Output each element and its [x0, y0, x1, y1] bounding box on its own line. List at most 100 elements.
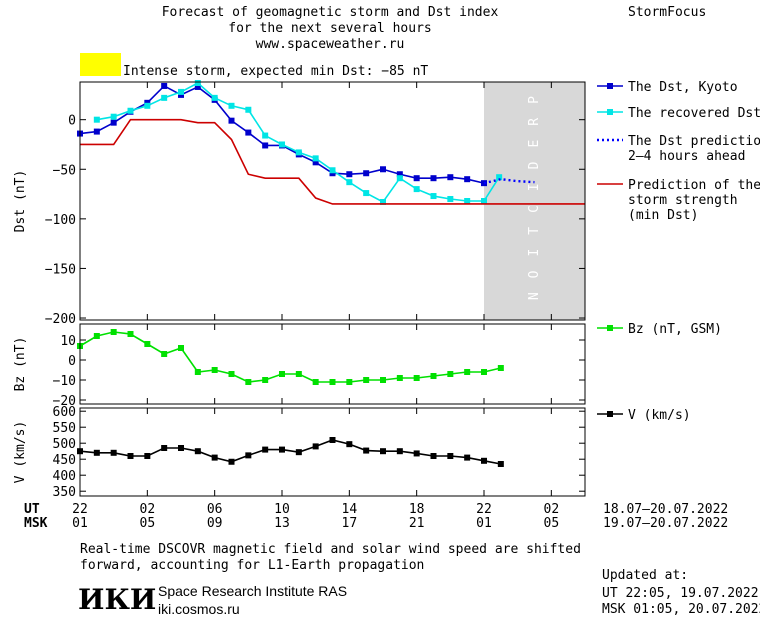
data-point [295, 149, 302, 156]
data-point [262, 377, 269, 383]
data-point [144, 102, 151, 109]
y-tick-label: −100 [45, 213, 76, 228]
data-point [346, 441, 353, 448]
data-point [93, 449, 100, 456]
data-point [93, 333, 100, 339]
series-line [483, 177, 535, 185]
y-tick-label: 500 [53, 437, 76, 452]
legend-marker [607, 325, 613, 331]
y-axis-label: Bz (nT) [13, 337, 28, 392]
data-point [312, 159, 319, 166]
data-point [245, 452, 252, 459]
msk-axis-label: MSK [24, 516, 48, 531]
data-point [430, 193, 437, 200]
ut-date-range: 18.07–20.07.2022 [603, 502, 728, 517]
y-tick-label: 10 [60, 334, 76, 349]
data-point [497, 365, 504, 371]
data-point [211, 367, 218, 373]
data-point [363, 190, 370, 197]
data-point [178, 88, 184, 95]
data-point [144, 341, 151, 347]
data-point [127, 331, 134, 337]
data-point [464, 369, 471, 375]
data-point [110, 119, 117, 126]
ut-tick-label: 14 [342, 502, 358, 517]
legend-label: The recovered Dst [628, 106, 760, 121]
data-point [161, 94, 168, 101]
data-point [312, 155, 319, 162]
y-tick-label: −20 [53, 394, 76, 409]
prediction-letter: I [527, 249, 542, 257]
y-tick-label: 0 [68, 114, 76, 129]
prediction-letter: I [527, 183, 542, 191]
y-axis-label: V (km/s) [13, 421, 28, 484]
updated-label: Updated at: [602, 568, 689, 583]
y-tick-label: 550 [53, 421, 76, 436]
data-point [211, 94, 218, 101]
data-point [413, 186, 420, 193]
iki-logo: ИКИ [78, 583, 157, 616]
ut-tick-label: 10 [274, 502, 290, 517]
y-tick-label: 450 [53, 453, 76, 468]
data-point [178, 445, 184, 451]
data-point [262, 132, 269, 139]
msk-tick-label: 09 [207, 516, 223, 531]
data-point [396, 448, 403, 455]
data-point [194, 369, 201, 375]
data-point [380, 166, 386, 173]
y-axis-label: Dst (nT) [13, 170, 28, 233]
data-point [447, 371, 454, 377]
data-point [481, 198, 487, 204]
data-point [245, 379, 252, 385]
y-tick-label: 400 [53, 469, 76, 484]
institute-site[interactable]: iki.cosmos.ru [158, 601, 240, 617]
ut-axis-label: UT [24, 502, 40, 517]
prediction-band [484, 82, 585, 320]
storm-level-swatch [80, 53, 121, 76]
data-point [295, 449, 302, 456]
data-point [413, 375, 420, 381]
data-point [228, 371, 235, 377]
ut-tick-label: 22 [476, 502, 492, 517]
legend-label: V (km/s) [628, 408, 691, 423]
legend-marker [607, 109, 613, 115]
y-tick-label: 350 [53, 485, 76, 500]
y-tick-label: 600 [53, 405, 76, 420]
legend-label: Bz (nT, GSM) [628, 322, 722, 337]
data-point [194, 83, 201, 90]
brand-label: StormFocus [628, 5, 707, 20]
legend-label: The Dst prediction [628, 134, 760, 149]
site-url[interactable]: www.spaceweather.ru [255, 37, 405, 52]
data-point [430, 453, 437, 459]
data-point [161, 351, 168, 357]
panel-frame [79, 407, 586, 497]
data-point [93, 116, 100, 123]
series-line [80, 118, 585, 205]
data-point [312, 379, 319, 385]
data-point [161, 445, 168, 451]
prediction-letter: P [527, 96, 542, 104]
data-point [497, 461, 504, 467]
data-point [363, 447, 370, 454]
data-point [295, 371, 302, 377]
footnote-line2: forward, accounting for L1-Earth propaga… [80, 558, 425, 573]
prediction-letter: N [527, 292, 542, 300]
ut-tick-label: 22 [72, 502, 88, 517]
data-point [178, 345, 184, 351]
data-point [380, 448, 386, 455]
data-point [110, 113, 117, 120]
ut-tick-label: 06 [207, 502, 223, 517]
data-point [481, 457, 487, 464]
panel-frame [79, 81, 586, 321]
data-point [228, 458, 235, 465]
data-point [144, 453, 151, 459]
ut-tick-label: 02 [140, 502, 156, 517]
data-point [496, 174, 503, 181]
data-point [380, 198, 386, 205]
legend-label: Prediction of the [628, 178, 760, 193]
data-point [127, 107, 134, 114]
legend-label: (min Dst) [628, 208, 698, 223]
data-point [447, 453, 454, 459]
ut-tick-label: 02 [544, 502, 560, 517]
